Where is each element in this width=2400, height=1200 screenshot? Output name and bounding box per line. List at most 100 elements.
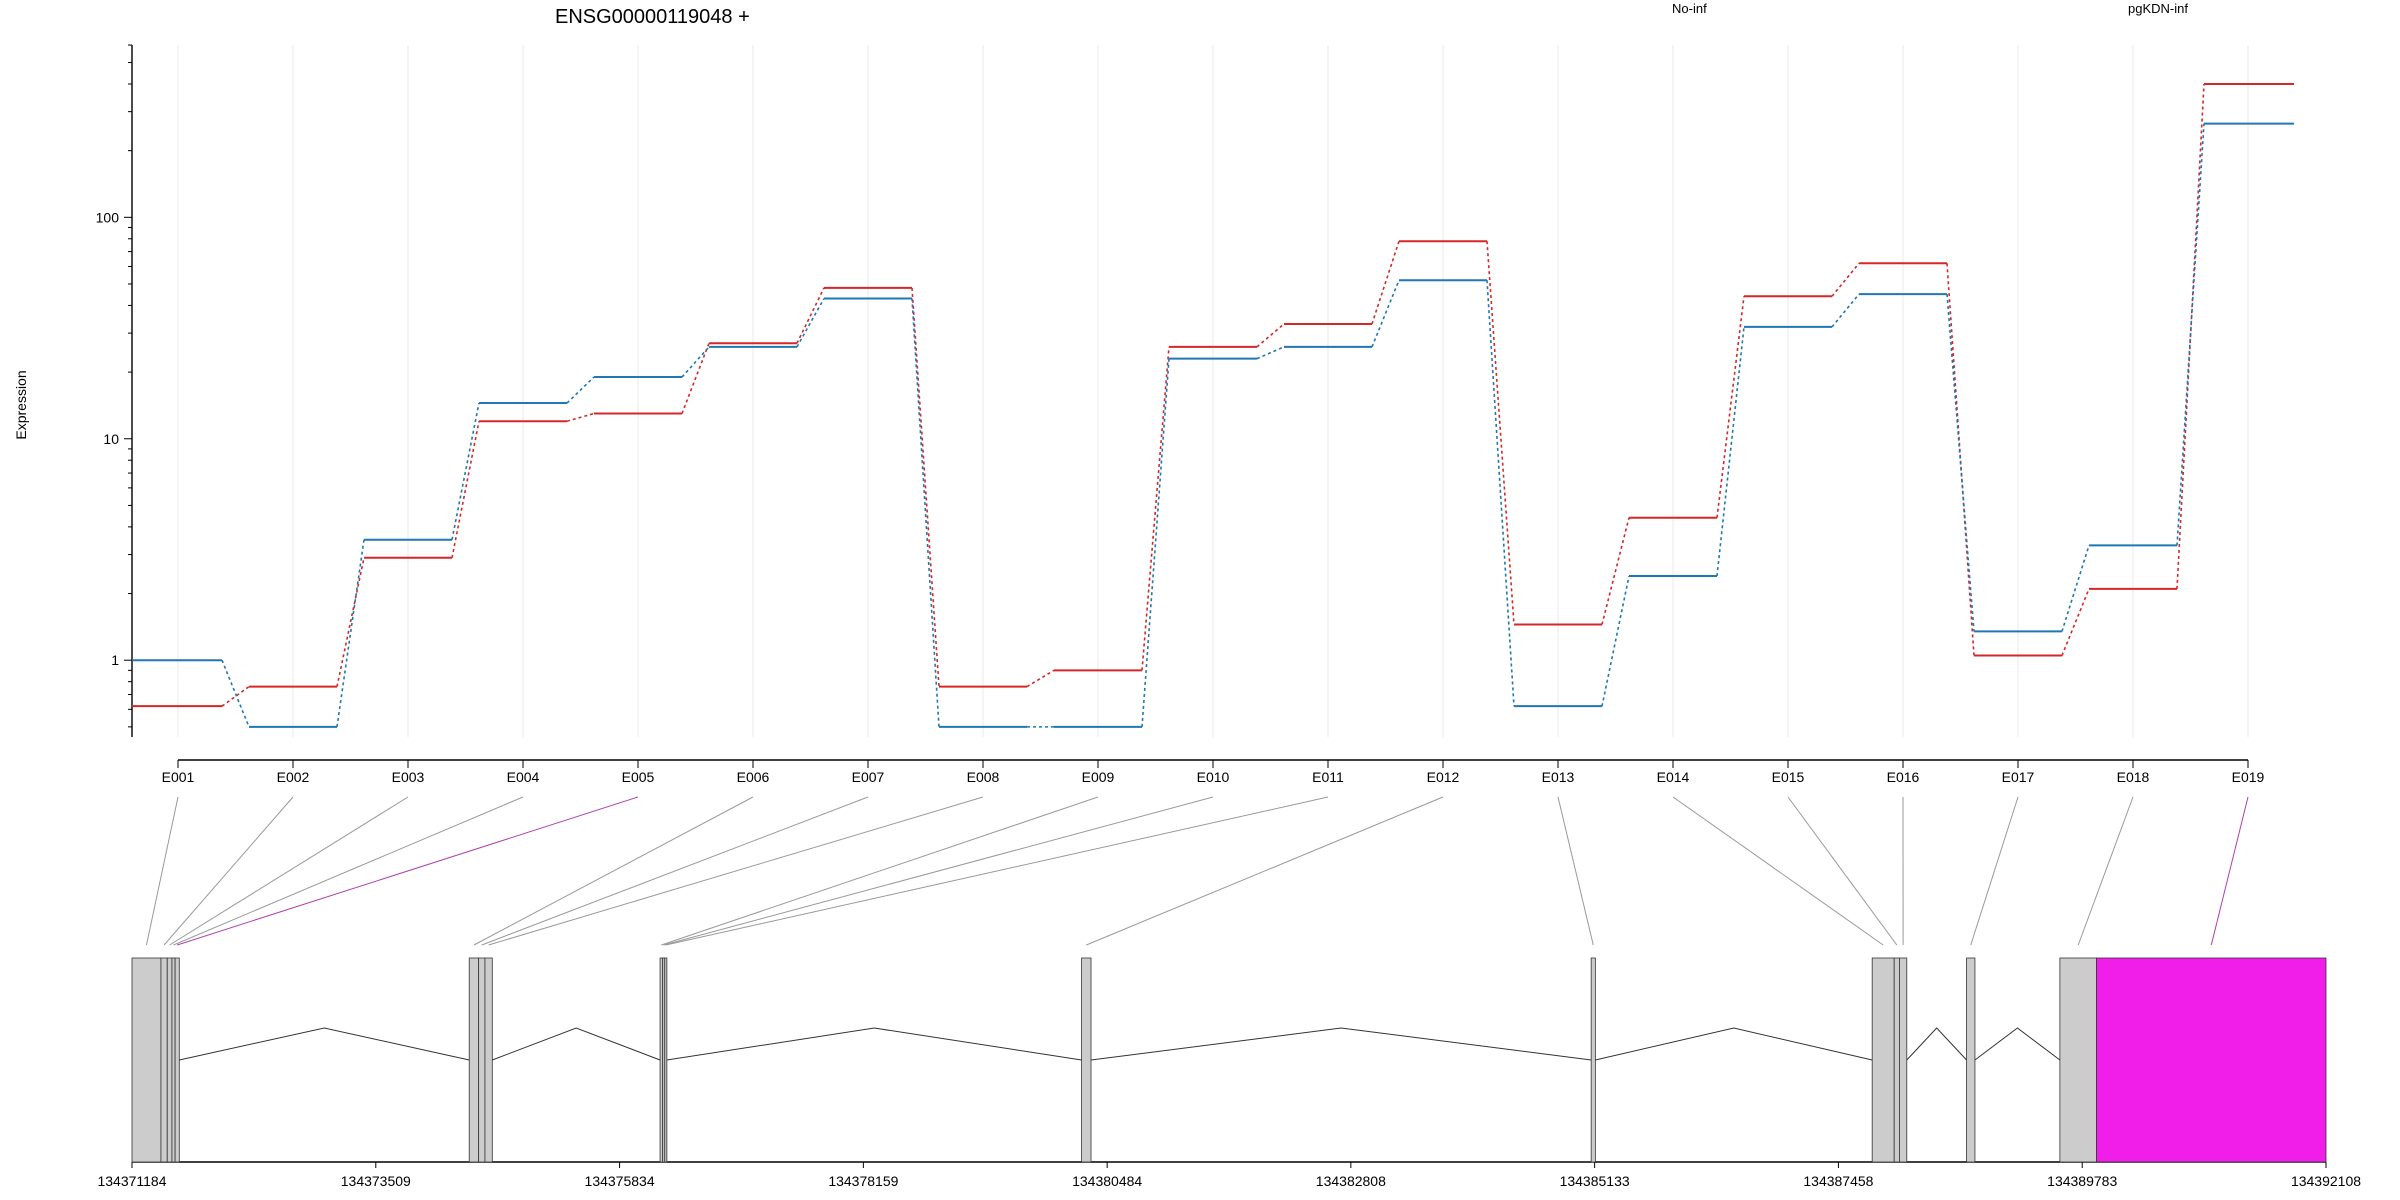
connector-e007: [481, 796, 869, 946]
series-transition: [1716, 296, 1745, 518]
exon-e004: [171, 957, 176, 1163]
coordinate-label-134375834: 134375834: [585, 1173, 655, 1189]
x-tick-label-e003: E003: [392, 769, 425, 785]
x-tick-label-e005: E005: [622, 769, 655, 785]
x-tick-label-e006: E006: [737, 769, 770, 785]
series-transition: [451, 421, 480, 558]
coordinate-label-134382808: 134382808: [1316, 1173, 1386, 1189]
series-transition: [796, 298, 825, 348]
connector-e019: [2210, 796, 2249, 946]
exon-e007: [478, 957, 486, 1163]
series-transition: [2176, 83, 2205, 589]
exon-e008: [484, 957, 493, 1163]
x-tick-label-e001: E001: [162, 769, 195, 785]
legend-entry-pgkdn-inf: pgKDN-inf: [2128, 1, 2188, 16]
y-tick-label-1: 1: [111, 652, 119, 668]
exon-e006: [468, 957, 480, 1163]
exon-e014: [1871, 957, 1895, 1163]
x-tick-label-e004: E004: [507, 769, 540, 785]
exon-e011: [664, 957, 668, 1163]
x-tick-label-e009: E009: [1082, 769, 1115, 785]
y-tick-label-10: 10: [103, 431, 119, 447]
exon-e018: [2059, 957, 2097, 1163]
connector-e005: [177, 796, 639, 946]
series-transition: [1831, 293, 1860, 328]
grid-lines: [177, 45, 2249, 737]
x-tick-label-e012: E012: [1427, 769, 1460, 785]
series-transition: [566, 412, 595, 422]
series-transition: [566, 376, 595, 404]
x-tick-label-e007: E007: [852, 769, 885, 785]
series-transition: [1601, 575, 1630, 707]
series-transition: [1486, 280, 1515, 707]
coordinate-label-134385133: 134385133: [1560, 1173, 1630, 1189]
exon-e001: [131, 957, 162, 1163]
series-transition: [681, 342, 710, 414]
series-transition: [1256, 346, 1285, 360]
series-transition: [911, 298, 940, 727]
coordinate-label-134373509: 134373509: [341, 1173, 411, 1189]
x-tick-label-e016: E016: [1887, 769, 1920, 785]
coordinate-label-134387458: 134387458: [1803, 1173, 1873, 1189]
x-tick-label-e018: E018: [2117, 769, 2150, 785]
exon-e003: [166, 957, 173, 1163]
series-transition: [2176, 123, 2205, 546]
chart-axes: 1 10 100 E001 E002 E003 E004 E005 E006 E007 E008 E0…: [96, 44, 2265, 785]
gene-model: 134371184 134373509 134375834 134378159 1343…: [97, 957, 2361, 1189]
series-transition: [2061, 545, 2090, 632]
series-transition: [1371, 240, 1400, 325]
x-tick-label-e011: E011: [1312, 769, 1344, 785]
connector-e018: [2077, 796, 2134, 946]
series-transition: [796, 287, 825, 344]
series-transition: [1946, 294, 1975, 632]
connector-e013: [1557, 796, 1594, 946]
series-transition: [1716, 326, 1745, 577]
connector-e002: [163, 796, 294, 946]
coordinate-label-134371184: 134371184: [97, 1173, 166, 1189]
intron-line: [1090, 1027, 1592, 1061]
series-transition: [1831, 262, 1860, 297]
connector-e014: [1672, 796, 1884, 946]
connector-e001: [145, 796, 179, 946]
coordinate-label-134378159: 134378159: [828, 1173, 898, 1189]
series-pgkdn-inf: [132, 122, 2294, 728]
x-tick-label-e002: E002: [277, 769, 310, 785]
intron-line: [666, 1027, 1082, 1061]
connector-e010: [663, 796, 1214, 946]
series-transition: [2061, 588, 2090, 656]
x-tick-label-e015: E015: [1772, 769, 1805, 785]
x-tick-label-e008: E008: [967, 769, 1000, 785]
exon-e019: [2096, 957, 2327, 1163]
series-no-inf: [132, 82, 2294, 708]
series-transition: [1601, 517, 1630, 625]
coordinate-label-134380484: 134380484: [1072, 1173, 1142, 1189]
connector-e012: [1086, 796, 1444, 946]
legend-entry-no-inf: No-inf: [1672, 1, 1707, 16]
y-tick-label-100: 100: [96, 209, 120, 225]
series-transition: [336, 539, 365, 727]
series-lines: [132, 82, 2294, 728]
series-transition: [1946, 263, 1975, 656]
exon-e002: [160, 957, 168, 1163]
connector-e006: [473, 796, 754, 946]
connector-e017: [1970, 796, 2019, 946]
connector-e015: [1787, 796, 1898, 946]
series-transition: [1141, 358, 1170, 727]
connector-e008: [488, 796, 984, 946]
intron-line: [492, 1027, 661, 1061]
y-axis-label: Expression: [13, 370, 29, 439]
exon-e005: [174, 957, 180, 1163]
series-transition: [1256, 323, 1285, 348]
connector-e011: [665, 796, 1329, 946]
exon-e015: [1893, 957, 1900, 1163]
connector-e009: [661, 796, 1099, 946]
series-transition: [1371, 279, 1400, 348]
intron-line: [179, 1027, 470, 1061]
connector-e003: [169, 796, 409, 946]
x-tick-label-e019: E019: [2232, 769, 2265, 785]
series-transition: [221, 659, 250, 728]
series-transition: [336, 557, 365, 687]
series-transition: [451, 402, 480, 540]
coordinate-label-134392108: 134392108: [2291, 1173, 2361, 1189]
x-tick-label-e017: E017: [2002, 769, 2035, 785]
